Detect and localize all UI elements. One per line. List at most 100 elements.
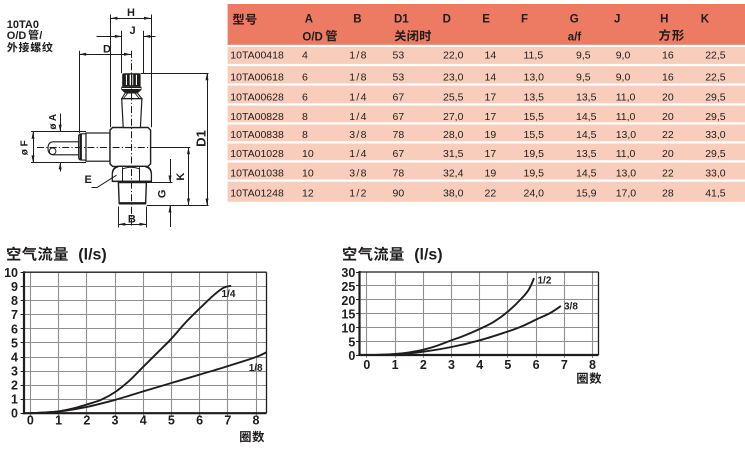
svg-text:3/8: 3/8 bbox=[349, 168, 368, 180]
svg-text:10: 10 bbox=[302, 148, 314, 160]
svg-text:2: 2 bbox=[83, 414, 90, 428]
svg-text:ø F: ø F bbox=[19, 140, 30, 155]
svg-text:15,9: 15,9 bbox=[576, 188, 597, 200]
svg-text:1/4: 1/4 bbox=[349, 91, 368, 103]
svg-text:8: 8 bbox=[302, 129, 308, 141]
svg-text:22: 22 bbox=[662, 129, 674, 141]
svg-text:H: H bbox=[127, 7, 135, 19]
svg-text:9,0: 9,0 bbox=[616, 72, 631, 84]
svg-text:6: 6 bbox=[533, 358, 540, 372]
svg-text:6: 6 bbox=[302, 91, 308, 103]
svg-text:10: 10 bbox=[341, 322, 355, 336]
svg-text:0: 0 bbox=[363, 358, 370, 372]
svg-text:14: 14 bbox=[485, 72, 497, 84]
svg-text:A: A bbox=[305, 13, 313, 25]
svg-text:10TA00838: 10TA00838 bbox=[230, 129, 284, 141]
svg-text:22,5: 22,5 bbox=[705, 72, 726, 84]
svg-text:29,5: 29,5 bbox=[705, 148, 726, 160]
svg-text:22: 22 bbox=[662, 168, 674, 180]
svg-text:19: 19 bbox=[485, 129, 497, 141]
svg-text:H: H bbox=[660, 13, 668, 25]
svg-text:10TA00418: 10TA00418 bbox=[230, 50, 284, 62]
svg-text:14,5: 14,5 bbox=[576, 111, 597, 123]
svg-text:32,4: 32,4 bbox=[443, 168, 464, 180]
svg-text:24,0: 24,0 bbox=[524, 188, 545, 200]
svg-text:10: 10 bbox=[302, 168, 314, 180]
svg-text:6: 6 bbox=[11, 322, 18, 336]
svg-text:28: 28 bbox=[662, 188, 674, 200]
svg-text:28,0: 28,0 bbox=[443, 129, 464, 141]
svg-text:25,5: 25,5 bbox=[443, 91, 464, 103]
svg-text:0: 0 bbox=[11, 407, 18, 421]
svg-text:16: 16 bbox=[662, 50, 674, 62]
svg-text:20: 20 bbox=[662, 91, 674, 103]
svg-text:1/4: 1/4 bbox=[349, 148, 368, 160]
svg-text:G: G bbox=[570, 13, 579, 25]
svg-text:8: 8 bbox=[302, 111, 308, 123]
svg-text:16: 16 bbox=[662, 72, 674, 84]
svg-text:9,5: 9,5 bbox=[576, 50, 591, 62]
svg-text:(l/s): (l/s) bbox=[78, 246, 106, 263]
svg-text:12: 12 bbox=[302, 188, 314, 200]
svg-text:78: 78 bbox=[393, 129, 405, 141]
svg-text:53: 53 bbox=[393, 72, 405, 84]
svg-text:17,0: 17,0 bbox=[616, 188, 637, 200]
svg-text:1/8: 1/8 bbox=[249, 363, 263, 374]
svg-text:3: 3 bbox=[448, 358, 455, 372]
svg-text:20: 20 bbox=[662, 111, 674, 123]
svg-text:11,0: 11,0 bbox=[616, 148, 636, 160]
svg-text:13,5: 13,5 bbox=[576, 148, 597, 160]
svg-text:E: E bbox=[482, 13, 490, 25]
svg-text:29,5: 29,5 bbox=[705, 91, 726, 103]
svg-text:13,5: 13,5 bbox=[576, 91, 597, 103]
svg-text:11,0: 11,0 bbox=[616, 111, 636, 123]
svg-text:3: 3 bbox=[11, 364, 18, 378]
svg-text:17: 17 bbox=[485, 91, 497, 103]
svg-text:78: 78 bbox=[393, 168, 405, 180]
svg-text:0: 0 bbox=[27, 414, 34, 428]
svg-text:22,5: 22,5 bbox=[705, 50, 726, 62]
svg-text:3/8: 3/8 bbox=[564, 302, 578, 313]
svg-text:13,0: 13,0 bbox=[616, 129, 637, 141]
svg-text:67: 67 bbox=[393, 148, 405, 160]
svg-text:8: 8 bbox=[589, 358, 596, 372]
svg-text:1/8: 1/8 bbox=[349, 50, 368, 62]
svg-text:22,0: 22,0 bbox=[443, 50, 464, 62]
svg-text:4: 4 bbox=[140, 414, 147, 428]
svg-text:33,0: 33,0 bbox=[705, 168, 726, 180]
svg-text:17: 17 bbox=[485, 148, 497, 160]
svg-text:30: 30 bbox=[341, 266, 355, 280]
svg-text:10TA01038: 10TA01038 bbox=[230, 168, 284, 180]
svg-text:7: 7 bbox=[561, 358, 568, 372]
svg-text:7: 7 bbox=[11, 308, 18, 322]
svg-text:6: 6 bbox=[302, 72, 308, 84]
svg-text:11,0: 11,0 bbox=[616, 91, 636, 103]
svg-text:1/4: 1/4 bbox=[349, 111, 368, 123]
svg-text:20: 20 bbox=[662, 148, 674, 160]
svg-text:B: B bbox=[128, 213, 136, 225]
svg-text:4: 4 bbox=[11, 350, 18, 364]
svg-text:19,5: 19,5 bbox=[524, 168, 545, 180]
svg-text:5: 5 bbox=[11, 336, 18, 350]
svg-text:5: 5 bbox=[168, 414, 175, 428]
svg-text:10TA01248: 10TA01248 bbox=[230, 188, 284, 200]
svg-text:4: 4 bbox=[302, 50, 308, 62]
svg-text:1: 1 bbox=[392, 358, 399, 372]
svg-text:53: 53 bbox=[393, 50, 405, 62]
svg-text:27,0: 27,0 bbox=[443, 111, 464, 123]
svg-text:E: E bbox=[85, 174, 92, 186]
svg-text:J: J bbox=[614, 13, 620, 25]
svg-text:2: 2 bbox=[420, 358, 427, 372]
svg-text:J: J bbox=[129, 25, 135, 37]
svg-text:15,5: 15,5 bbox=[524, 129, 545, 141]
svg-text:23,0: 23,0 bbox=[443, 72, 464, 84]
svg-text:D1: D1 bbox=[394, 13, 409, 25]
svg-text:11,5: 11,5 bbox=[524, 50, 544, 62]
svg-text:90: 90 bbox=[393, 188, 405, 200]
svg-text:3/8: 3/8 bbox=[349, 129, 368, 141]
svg-text:O/D: O/D bbox=[302, 32, 322, 44]
svg-text:67: 67 bbox=[393, 91, 405, 103]
svg-text:10TA0: 10TA0 bbox=[7, 19, 39, 31]
svg-text:7: 7 bbox=[224, 414, 231, 428]
svg-text:1/4: 1/4 bbox=[222, 289, 236, 300]
